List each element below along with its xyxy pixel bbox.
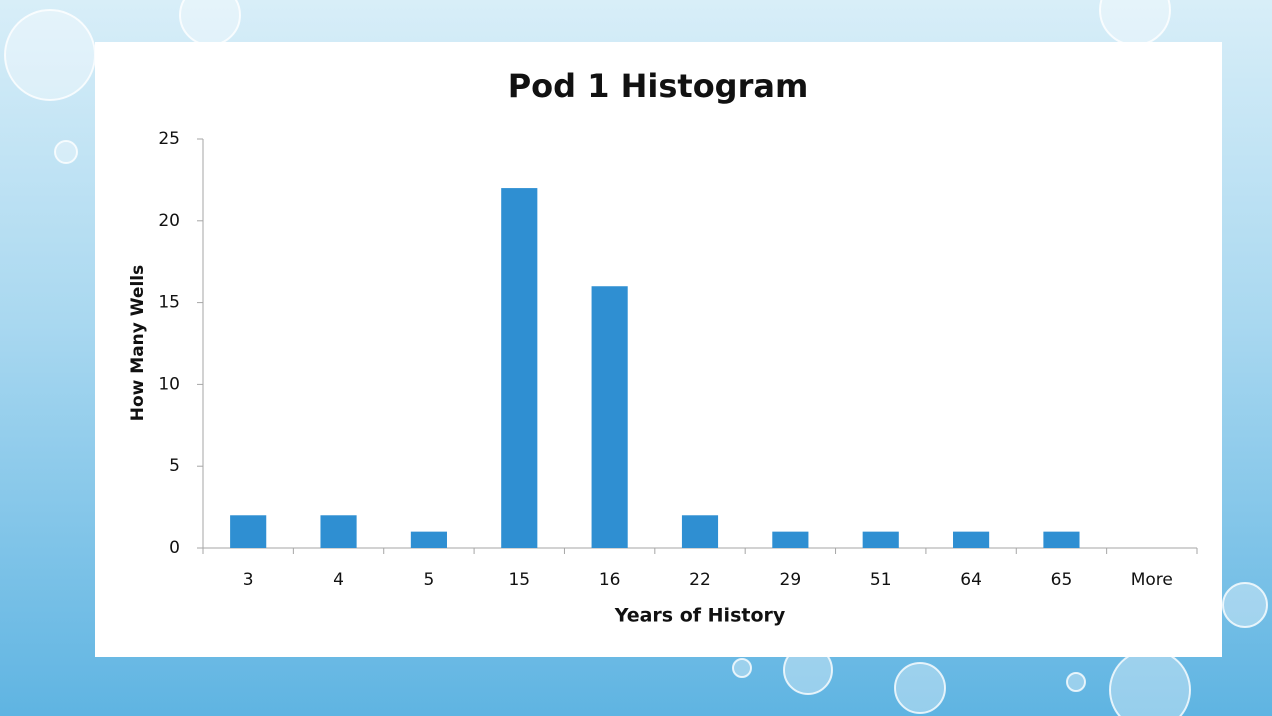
y-tick-label: 0 (169, 538, 180, 558)
x-tick-label: 51 (870, 570, 892, 590)
x-tick-label: 4 (333, 570, 344, 590)
y-tick-label: 10 (158, 374, 180, 394)
x-tick-label: 29 (780, 570, 802, 590)
y-tick-label: 5 (169, 456, 180, 476)
x-tick-label: 22 (689, 570, 711, 590)
x-tick-label: 16 (599, 570, 621, 590)
bar (320, 515, 357, 548)
y-tick-label: 20 (158, 211, 180, 231)
bar (953, 531, 990, 548)
bar (681, 515, 719, 548)
x-tick-label: 64 (960, 570, 982, 590)
bar (862, 531, 899, 548)
bar (591, 286, 628, 548)
x-axis-label: Years of History (614, 605, 786, 627)
x-tick-label: 65 (1051, 570, 1073, 590)
x-tick-label: 5 (423, 570, 434, 590)
x-tick-label: More (1131, 570, 1173, 590)
bar (230, 515, 267, 548)
bar (772, 531, 809, 548)
x-tick-label: 15 (508, 570, 530, 590)
bar (410, 531, 447, 548)
bar (1043, 531, 1080, 548)
y-tick-label: 15 (158, 293, 180, 313)
y-tick-label: 25 (158, 129, 180, 149)
y-axis-label: How Many Wells (128, 265, 148, 421)
chart-panel (95, 42, 1222, 657)
x-tick-label: 3 (243, 570, 254, 590)
bar (501, 188, 538, 548)
chart-title: Pod 1 Histogram (508, 67, 809, 105)
